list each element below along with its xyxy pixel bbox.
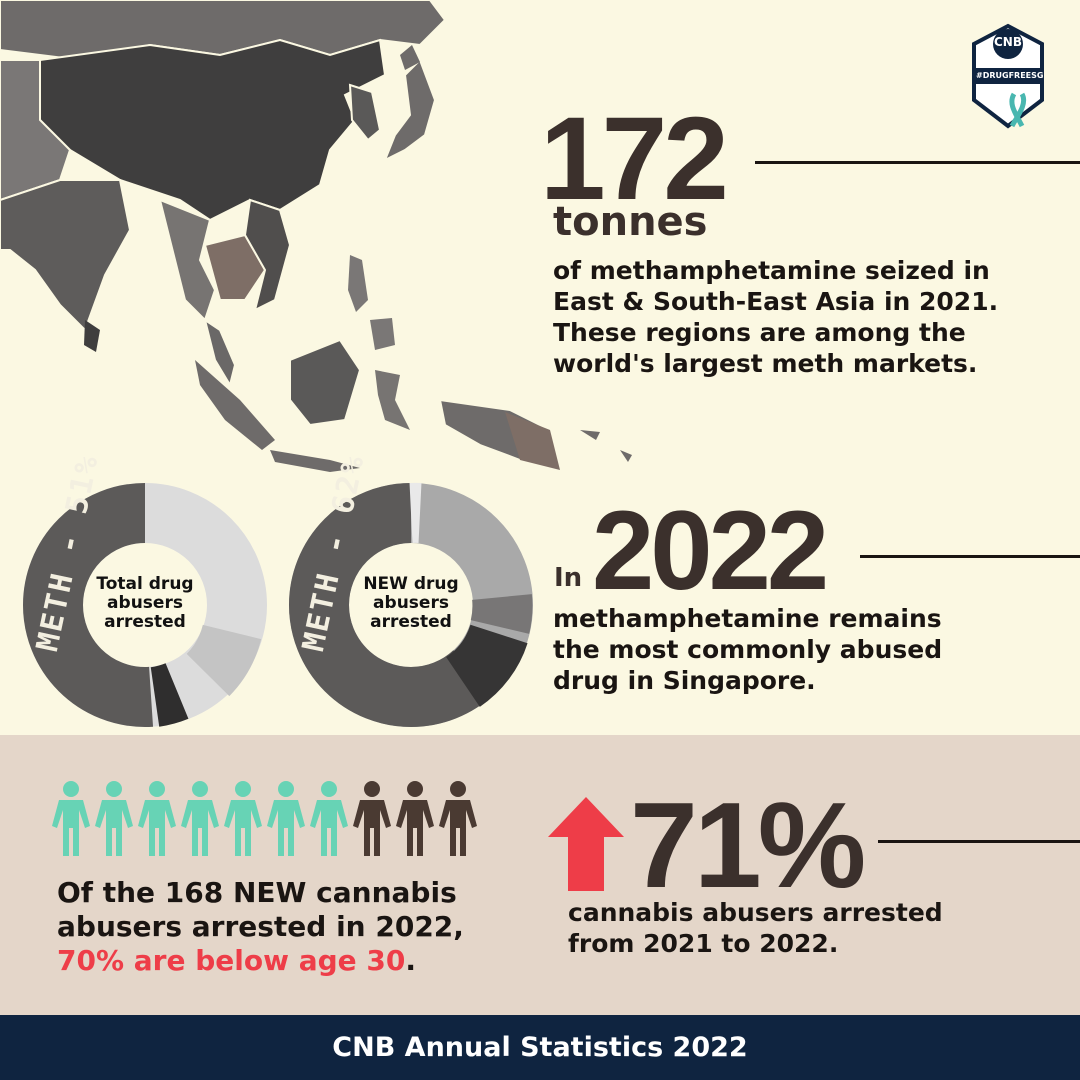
cannabis-band: [0, 735, 1080, 1015]
donut-center-label: NEW drug abusers arrested: [351, 575, 471, 632]
donut-chart-new: [289, 482, 533, 727]
stat-71-description: cannabis abusers arrested from 2021 to 2…: [568, 897, 943, 959]
highlight-end: .: [405, 944, 416, 977]
person-icon-under-30: [310, 781, 348, 856]
donut-total-abusers: METH - 51% Total drug abusers arrested: [22, 451, 268, 728]
donut-center-label: Total drug abusers arrested: [85, 575, 205, 632]
stat-2022-description: methamphetamine remains the most commonl…: [553, 603, 942, 696]
description-line: cannabis abusers arrested: [568, 898, 943, 927]
logo-tagline: #DRUGFREESG: [976, 71, 1044, 80]
person-icon-other: [439, 781, 477, 856]
person-icon-under-30: [52, 781, 90, 856]
person-icon-under-30: [95, 781, 133, 856]
footer-bar: [0, 1015, 1080, 1080]
donut-chart-total: [23, 483, 267, 727]
description-line: These regions are among the: [553, 318, 966, 347]
description-line: the most commonly abused: [553, 635, 943, 664]
description-line: from 2021 to 2022.: [568, 929, 839, 958]
description-line: East & South-East Asia in 2021.: [553, 287, 999, 316]
description-line: world's largest meth markets.: [553, 349, 978, 378]
center-line: NEW drug: [363, 574, 459, 594]
donut-meth-segment: [23, 483, 267, 727]
description-line: of methamphetamine seized in: [553, 256, 990, 285]
stat-172-description: of methamphetamine seized in East & Sout…: [553, 255, 998, 379]
person-icon-under-30: [181, 781, 219, 856]
stat-172-unit: tonnes: [553, 199, 708, 245]
up-arrow-icon: [548, 797, 624, 891]
description-line: drug in Singapore.: [553, 666, 816, 695]
center-line: arrested: [370, 612, 452, 632]
divider-line-3: [878, 840, 1080, 843]
highlight-text: 70% are below age 30: [57, 944, 406, 977]
center-line: arrested: [104, 612, 186, 632]
description-line: abusers arrested in 2022,: [57, 910, 464, 943]
stat-71-number: 71%: [630, 777, 866, 913]
description-line: methamphetamine remains: [553, 604, 942, 633]
description-line: Of the 168 NEW cannabis: [57, 876, 457, 909]
stat-2022-year: 2022: [592, 488, 829, 613]
center-line: abusers: [107, 593, 183, 613]
person-icon-under-30: [224, 781, 262, 856]
person-icon-other: [353, 781, 391, 856]
divider-line-2: [860, 555, 1080, 558]
center-line: Total drug: [96, 574, 194, 594]
logo-text: CNB: [994, 35, 1022, 49]
cnb-logo: CNB #DRUGFREESG: [968, 22, 1048, 132]
person-icon-other: [396, 781, 434, 856]
center-line: abusers: [373, 593, 449, 613]
donut-new-abusers: METH - 62% NEW drug abusers arrested: [288, 451, 534, 728]
cannabis-description: Of the 168 NEW cannabis abusers arrested…: [57, 876, 464, 978]
divider-line-1: [755, 161, 1080, 164]
person-icon-under-30: [267, 781, 305, 856]
people-icon-row: [50, 780, 480, 860]
asia-map: [0, 0, 632, 472]
top-panel: [0, 0, 1080, 735]
footer-title: CNB Annual Statistics 2022: [332, 1032, 748, 1063]
stat-172-number: 172: [540, 93, 729, 225]
stat-2022-prefix: In: [554, 563, 583, 593]
person-icon-under-30: [138, 781, 176, 856]
